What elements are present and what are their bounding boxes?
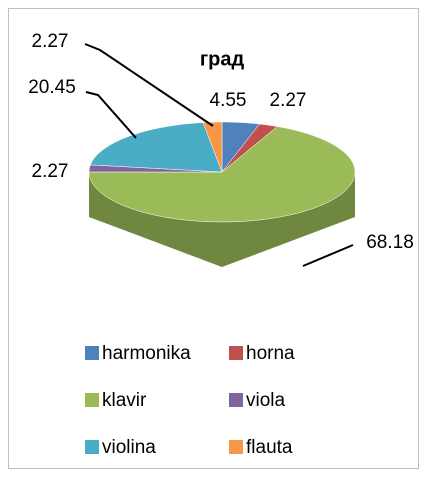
legend-swatch	[229, 393, 243, 407]
pie-slice	[221, 121, 260, 173]
data-label: 2.27	[270, 90, 307, 111]
data-label: 2.27	[32, 31, 69, 52]
legend-label: viola	[246, 390, 286, 411]
leader-line	[84, 43, 214, 127]
legend-swatch	[85, 346, 99, 360]
legend-label: harmonika	[102, 343, 191, 364]
chart-title: град	[200, 48, 245, 70]
data-label: 20.45	[28, 77, 76, 98]
legend-swatch	[85, 440, 99, 454]
legend-label: klavir	[102, 390, 147, 411]
legend-label: flauta	[246, 437, 293, 458]
legend-label: horna	[246, 343, 295, 364]
legend-swatch	[229, 346, 243, 360]
leader-line	[302, 244, 354, 267]
pie-slice-side	[89, 172, 355, 267]
pie-slice	[89, 122, 223, 173]
leader-line	[85, 91, 137, 139]
pie-slice	[88, 126, 356, 223]
legend-swatch	[85, 393, 99, 407]
pie-slice	[202, 121, 223, 173]
legend-label: violina	[102, 437, 156, 458]
data-label: 2.27	[32, 161, 69, 182]
data-label: 4.55	[210, 90, 247, 111]
legend-swatch	[229, 440, 243, 454]
data-label: 68.18	[366, 232, 414, 253]
